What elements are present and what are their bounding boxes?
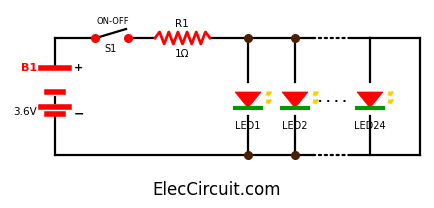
- Polygon shape: [234, 92, 260, 108]
- Text: B1: B1: [21, 63, 37, 73]
- Text: 1Ω: 1Ω: [174, 49, 189, 59]
- Text: · · · ·: · · · ·: [317, 97, 345, 107]
- Text: LED24: LED24: [353, 121, 385, 131]
- Text: ON-OFF: ON-OFF: [96, 17, 129, 26]
- Text: −: −: [74, 108, 84, 120]
- Polygon shape: [281, 92, 307, 108]
- Text: 3.6V: 3.6V: [13, 107, 37, 117]
- Text: R1: R1: [175, 19, 188, 29]
- Text: LED1: LED1: [235, 121, 260, 131]
- Text: +: +: [74, 63, 83, 73]
- Text: LED2: LED2: [282, 121, 307, 131]
- Text: ElecCircuit.com: ElecCircuit.com: [152, 181, 281, 199]
- Polygon shape: [356, 92, 382, 108]
- Text: S1: S1: [105, 44, 117, 54]
